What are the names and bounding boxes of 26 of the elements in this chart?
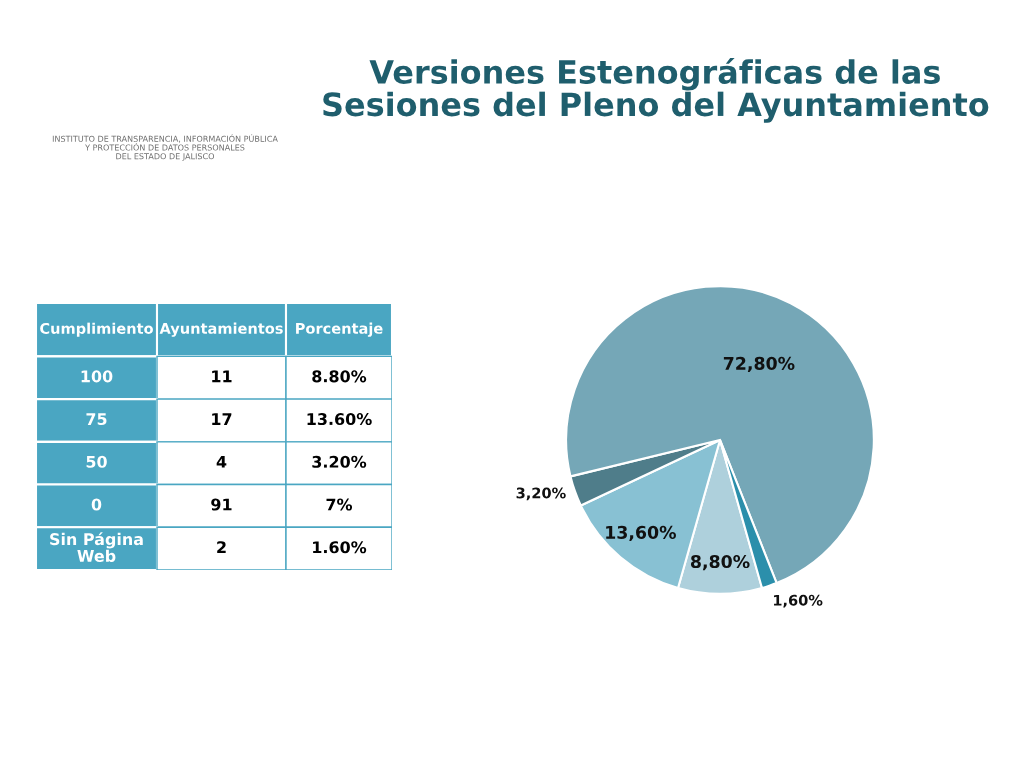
data-label: 17 [212, 413, 232, 425]
text: Porcentaje [296, 322, 383, 337]
pie-slice [565, 285, 875, 585]
data-label: 91 [211, 498, 232, 511]
text: 3.20% [312, 455, 367, 468]
series-label: Ayuntamientos [159, 322, 283, 337]
data-label: 13,60% [606, 525, 676, 542]
text: INSTITUTO DE TRANSPARENCIA, INFORMACIÓN PÚBLICA Y PROTECCIÓN DE DATOS PERSONALES DEL ESTADO DE JALISCO [52, 134, 278, 161]
chart-title: Versiones Estenográficas de las Sesiones del Pleno del Ayuntamiento [323, 58, 989, 123]
text: Cumplimiento [40, 322, 153, 337]
data-label: 2 [217, 541, 226, 554]
data-label: 3,20% [516, 487, 566, 501]
text: 1.60% [313, 541, 367, 554]
category-label: 50 [86, 455, 107, 468]
category-label: 0 [91, 498, 102, 511]
category-label: Sin Página Web [50, 532, 143, 562]
data-label: 72,80% [723, 356, 795, 373]
data-label: 11 [212, 370, 232, 383]
text: 13.60% [307, 413, 372, 426]
category-label: 75 [86, 413, 107, 426]
text: 7% [326, 498, 353, 511]
data-label: 8,80% [690, 554, 750, 571]
text: 8.80% [312, 370, 367, 383]
data-label: 1,60% [773, 594, 823, 608]
data-label: 4 [216, 455, 227, 468]
category-label: 100 [81, 370, 113, 383]
